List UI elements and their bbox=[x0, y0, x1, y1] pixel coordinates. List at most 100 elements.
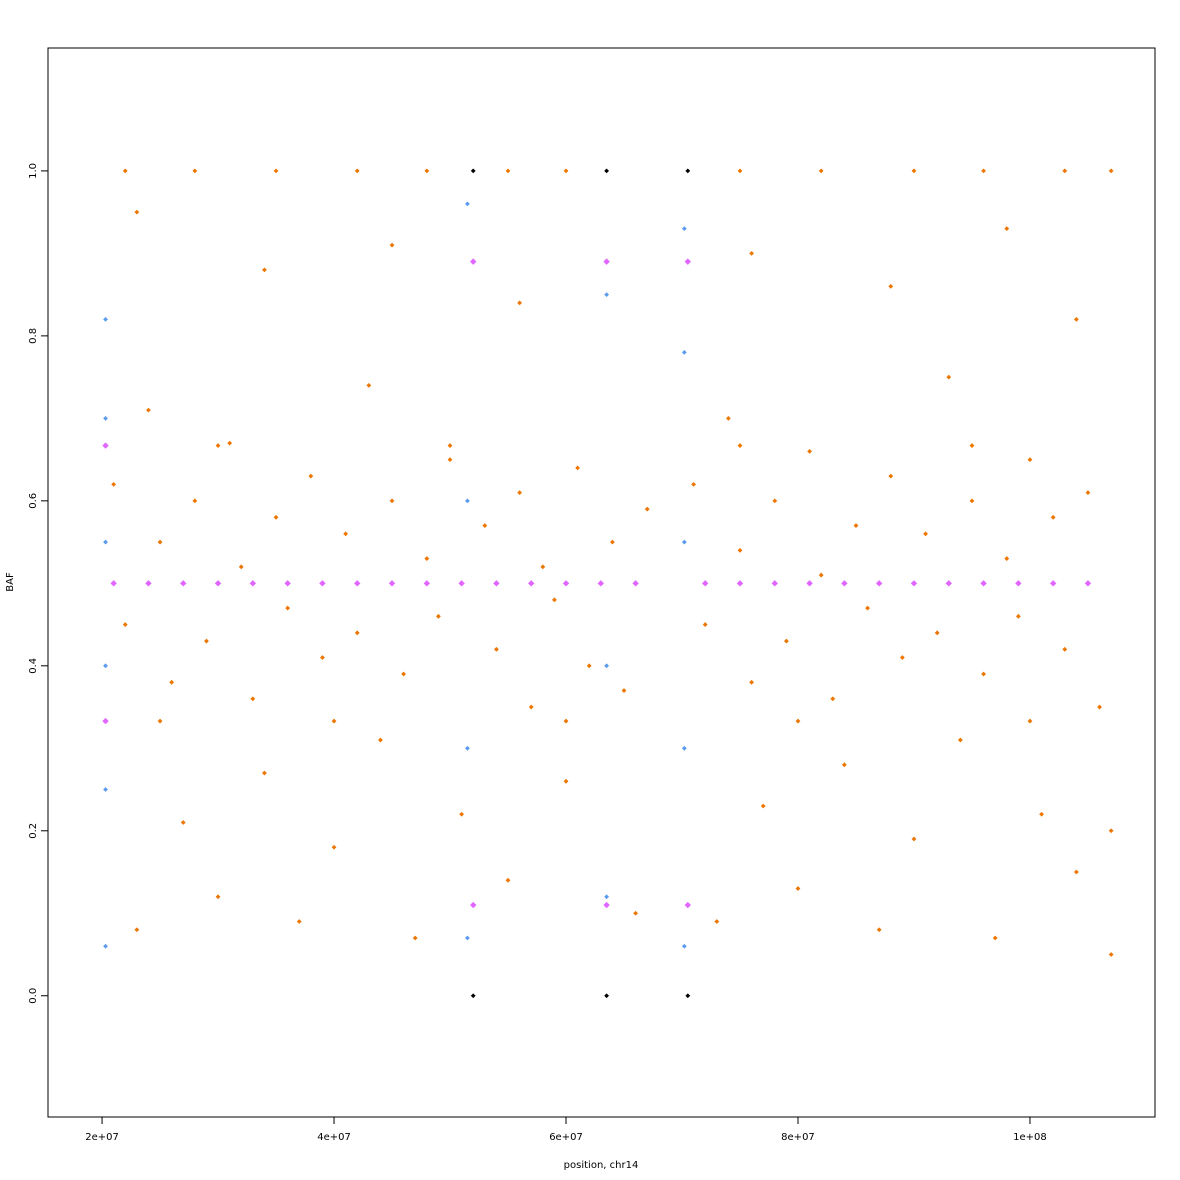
point bbox=[604, 168, 610, 174]
y-tick-label: 0.8 bbox=[28, 328, 39, 344]
point bbox=[1073, 869, 1079, 875]
point bbox=[563, 778, 569, 784]
point bbox=[134, 209, 140, 215]
point bbox=[134, 927, 140, 933]
point bbox=[681, 745, 687, 751]
point bbox=[969, 443, 975, 448]
point bbox=[771, 580, 778, 587]
x-axis-label: position, chr14 bbox=[564, 1160, 639, 1171]
point bbox=[1084, 580, 1092, 587]
point bbox=[691, 481, 696, 487]
point bbox=[830, 696, 836, 702]
point bbox=[343, 531, 349, 537]
point bbox=[192, 168, 198, 174]
point bbox=[818, 572, 824, 578]
point bbox=[1050, 514, 1056, 520]
point bbox=[604, 292, 610, 298]
x-tick-label: 8e+07 bbox=[781, 1132, 815, 1143]
point bbox=[331, 844, 337, 850]
point bbox=[103, 415, 108, 421]
point bbox=[981, 671, 986, 677]
point bbox=[795, 718, 801, 724]
point bbox=[818, 168, 824, 174]
point bbox=[1108, 828, 1114, 834]
point bbox=[465, 935, 470, 941]
point bbox=[923, 531, 928, 537]
point bbox=[494, 646, 499, 652]
point bbox=[436, 613, 441, 619]
point bbox=[103, 663, 108, 669]
point bbox=[482, 523, 488, 528]
point bbox=[262, 267, 267, 273]
point bbox=[1097, 704, 1102, 710]
point bbox=[389, 242, 395, 248]
point bbox=[215, 443, 221, 448]
point bbox=[632, 580, 639, 587]
point bbox=[806, 580, 813, 587]
point bbox=[354, 630, 360, 636]
point bbox=[122, 168, 128, 174]
point bbox=[841, 762, 847, 768]
point bbox=[749, 250, 754, 256]
point bbox=[681, 226, 687, 232]
point bbox=[603, 901, 610, 909]
point bbox=[562, 580, 570, 587]
point bbox=[604, 894, 610, 900]
point bbox=[412, 935, 418, 941]
point bbox=[157, 718, 163, 724]
point bbox=[575, 465, 581, 471]
point bbox=[888, 473, 894, 479]
y-axis-label: BAF bbox=[5, 572, 16, 592]
point bbox=[980, 580, 987, 587]
point bbox=[946, 374, 952, 380]
point bbox=[552, 597, 557, 603]
point bbox=[681, 943, 687, 949]
point bbox=[227, 440, 233, 446]
point bbox=[610, 539, 615, 545]
point bbox=[273, 514, 279, 520]
point bbox=[1108, 168, 1114, 174]
point bbox=[945, 580, 952, 587]
point bbox=[192, 498, 198, 504]
point bbox=[103, 943, 108, 949]
point bbox=[957, 737, 963, 743]
point bbox=[528, 704, 534, 710]
point bbox=[157, 539, 163, 545]
x-tick-label: 1e+08 bbox=[1013, 1132, 1047, 1143]
point bbox=[273, 168, 279, 174]
point bbox=[563, 718, 569, 724]
point bbox=[1004, 556, 1010, 561]
x-tick-label: 2e+07 bbox=[85, 1132, 119, 1143]
point bbox=[354, 580, 361, 587]
y-tick-label: 0.4 bbox=[28, 658, 39, 674]
x-tick-label: 6e+07 bbox=[549, 1132, 583, 1143]
point bbox=[934, 630, 940, 636]
point bbox=[354, 168, 360, 174]
point bbox=[1027, 718, 1033, 724]
point bbox=[378, 737, 383, 743]
point bbox=[102, 717, 109, 725]
point bbox=[597, 580, 605, 587]
point bbox=[969, 498, 975, 504]
point bbox=[470, 901, 477, 909]
point bbox=[1062, 168, 1068, 174]
point bbox=[795, 886, 801, 891]
point bbox=[424, 556, 430, 561]
point bbox=[603, 258, 610, 265]
point bbox=[447, 443, 453, 448]
point bbox=[783, 638, 789, 644]
point bbox=[899, 655, 905, 660]
point bbox=[102, 442, 109, 449]
point bbox=[910, 580, 918, 587]
point bbox=[285, 605, 291, 611]
point bbox=[470, 993, 476, 999]
point bbox=[331, 718, 337, 724]
point bbox=[701, 580, 709, 587]
point bbox=[684, 901, 691, 909]
point bbox=[865, 605, 870, 611]
point bbox=[459, 811, 465, 817]
y-tick-label: 0.0 bbox=[28, 988, 39, 1004]
point bbox=[725, 415, 731, 421]
point bbox=[1015, 580, 1022, 587]
point bbox=[389, 498, 395, 504]
